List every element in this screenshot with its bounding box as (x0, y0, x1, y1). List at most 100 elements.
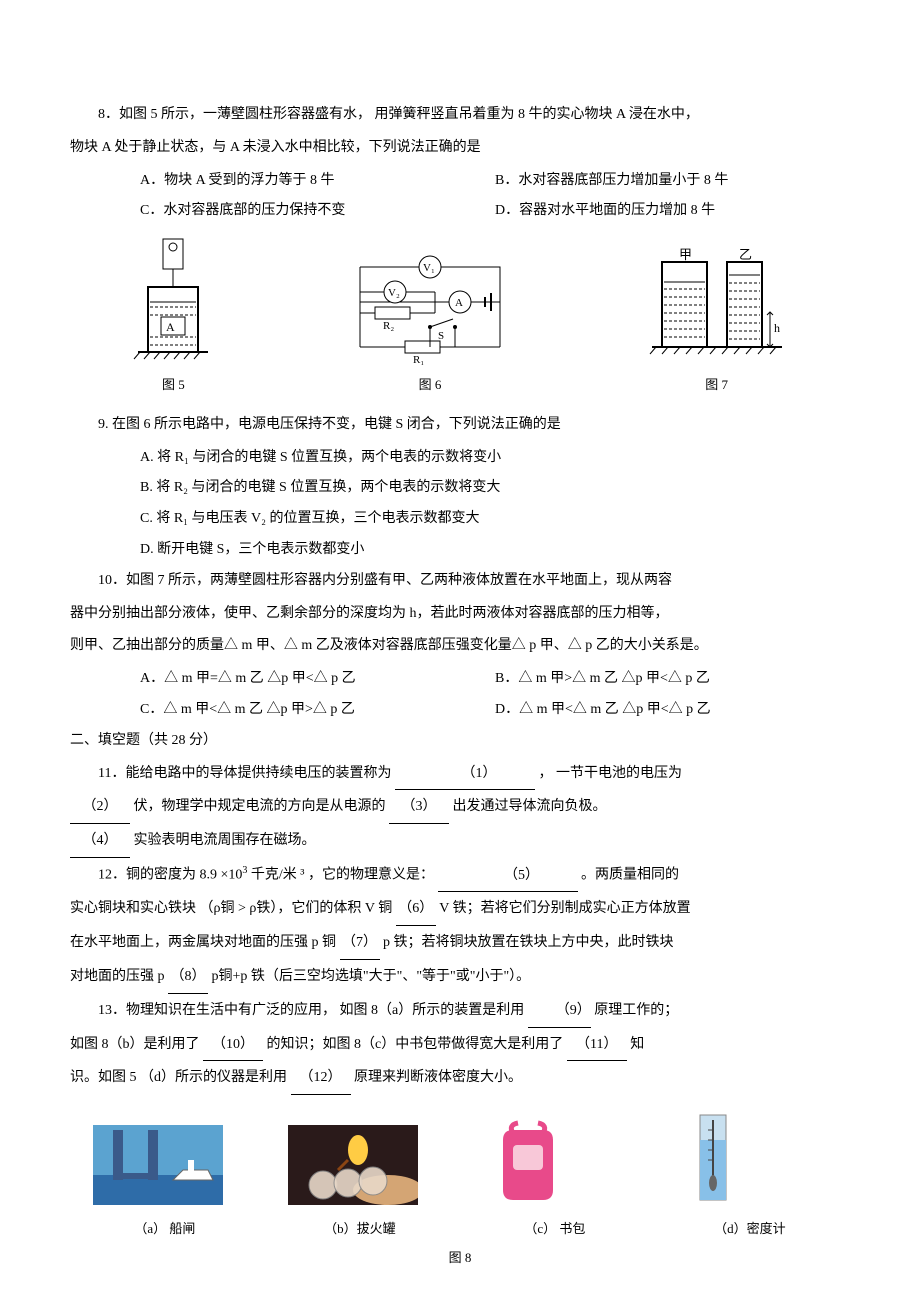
figure-8-row (70, 1105, 850, 1205)
figure-8c-label: （c） 书包 (524, 1215, 585, 1244)
blank-9[interactable]: （9） (528, 996, 591, 1028)
q9-opt-c: C. 将 R₁ 与电压表 V₂ 的位置互换，三个电表示数都变大 (70, 504, 850, 535)
q12-text-3b: p 铁；若将铜块放置在铁块上方中央，此时铁块 (383, 935, 674, 950)
blank-12[interactable]: （12） (291, 1063, 351, 1095)
q13-text-3b: 原理来判断液体密度大小。 (354, 1070, 522, 1085)
q8-options-row2: C．水对容器底部的压力保持不变 D．容器对水平地面的压力增加 8 牛 (70, 196, 850, 227)
q10-options-row2: C．△ m 甲<△ m 乙 △p 甲>△ p 乙 D．△ m 甲<△ m 乙 △… (70, 695, 850, 726)
figure-8-caption: 图 8 (70, 1244, 850, 1273)
q9-opt-d: D. 断开电键 S，三个电表示数都变小 (70, 535, 850, 566)
q12-line4: 对地面的压强 p （8） p铜+p 铁（后三空均选填"大于"、"等于"或"小于"… (70, 962, 850, 994)
figure-6: V₁ V₂ A R₂ R₁ S (335, 247, 525, 400)
q8-options-row1: A．物块 A 受到的浮力等于 8 牛 B．水对容器底部压力增加量小于 8 牛 (70, 166, 850, 197)
q9-opt-b: B. 将 R₂ 与闭合的电键 S 位置互换，两个电表的示数将变大 (70, 473, 850, 504)
svg-text:R₁: R₁ (413, 354, 424, 366)
svg-text:甲: 甲 (679, 247, 692, 262)
blank-6[interactable]: （6） (396, 894, 436, 926)
svg-text:h: h (774, 321, 780, 335)
q12-text-4a: 对地面的压强 p (70, 969, 168, 984)
q12-text-1a: 12．铜的密度为 8.9 ×10 (98, 868, 242, 883)
q10-opt-a: A．△ m 甲=△ m 乙 △p 甲<△ p 乙 (140, 664, 495, 695)
figure-8b-label: （b）拔火罐 (324, 1215, 396, 1244)
q8-opt-b: B．水对容器底部压力增加量小于 8 牛 (495, 166, 850, 197)
figure-7: 甲 乙 h (642, 247, 792, 400)
q13-text-3a: 识。如图 5 （d）所示的仪器是利用 (70, 1070, 291, 1085)
q11-text-2b: 出发通过导体流向负极。 (453, 799, 607, 814)
figure-8d (678, 1105, 828, 1205)
q13-line3: 识。如图 5 （d）所示的仪器是利用 （12） 原理来判断液体密度大小。 (70, 1063, 850, 1095)
q8-stem-line2: 物块 A 处于静止状态，与 A 未浸入水中相比较，下列说法正确的是 (70, 133, 850, 164)
figure-8a-label: （a） 船闸 (134, 1215, 195, 1244)
figure-8b (288, 1125, 438, 1205)
q10-stem-line3: 则甲、乙抽出部分的质量△ m 甲、△ m 乙及液体对容器底部压强变化量△ p 甲… (70, 631, 850, 662)
svg-text:V₁: V₁ (423, 262, 435, 274)
q11-text-1a: 11．能给电路中的导体提供持续电压的装置称为 (98, 766, 395, 781)
figure-7-caption: 图 7 (642, 371, 792, 400)
q11-line3: （4） 实验表明电流周围存在磁场。 (70, 826, 850, 858)
figure-8a (93, 1125, 243, 1205)
q13-text-2c: 知 (630, 1037, 644, 1052)
q13-text-1a: 13．物理知识在生活中有广泛的应用， 如图 8（a）所示的装置是利用 (98, 1003, 528, 1018)
q9-stem: 9. 在图 6 所示电路中，电源电压保持不变，电键 S 闭合，下列说法正确的是 (70, 410, 850, 441)
figure-8a-svg (93, 1125, 223, 1205)
q12-text-2b: V 铁；若将它们分别制成实心正方体放置 (439, 901, 690, 916)
q12-line2: 实心铜块和实心铁块 （ρ铜 > ρ铁），它们的体积 V 铜 （6） V 铁；若将… (70, 894, 850, 926)
q12-line3: 在水平地面上，两金属块对地面的压强 p 铜 （7） p 铁；若将铜块放置在铁块上… (70, 928, 850, 960)
svg-text:R₂: R₂ (383, 320, 394, 332)
q11-line1: 11．能给电路中的导体提供持续电压的装置称为 （1） ， 一节干电池的电压为 (70, 759, 850, 791)
q8-opt-a: A．物块 A 受到的浮力等于 8 牛 (140, 166, 495, 197)
q11-text-3: 实验表明电流周围存在磁场。 (134, 833, 316, 848)
q10-stem-line1: 10．如图 7 所示，两薄壁圆柱形容器内分别盛有甲、乙两种液体放置在水平地面上，… (70, 566, 850, 597)
q12-text-1c: 。两质量相同的 (581, 868, 679, 883)
q13-text-1b: 原理工作的； (594, 1003, 678, 1018)
q12-text-1b: 千克/米 ³ ，它的物理意义是： (247, 868, 437, 883)
q11-text-2a: 伏，物理学中规定电流的方向是从电源的 (134, 799, 390, 814)
blank-11[interactable]: （11） (567, 1030, 627, 1062)
q13-line1: 13．物理知识在生活中有广泛的应用， 如图 8（a）所示的装置是利用 （9） 原… (70, 996, 850, 1028)
figure-8d-svg (678, 1105, 748, 1205)
blank-5[interactable]: （5） (438, 861, 578, 893)
svg-text:V₂: V₂ (388, 287, 400, 299)
figure-5-caption: 图 5 (128, 371, 218, 400)
q10-opt-d: D．△ m 甲<△ m 乙 △p 甲<△ p 乙 (495, 695, 850, 726)
q11-line2: （2） 伏，物理学中规定电流的方向是从电源的 （3） 出发通过导体流向负极。 (70, 792, 850, 824)
q13-line2: 如图 8（b）是利用了 （10） 的知识；如图 8（c）中书包带做得宽大是利用了… (70, 1030, 850, 1062)
q12-text-3a: 在水平地面上，两金属块对地面的压强 p 铜 (70, 935, 340, 950)
q10-options-row1: A．△ m 甲=△ m 乙 △p 甲<△ p 乙 B．△ m 甲>△ m 乙 △… (70, 664, 850, 695)
q8-stem-line1: 8．如图 5 所示，一薄壁圆柱形容器盛有水， 用弹簧秤竖直吊着重为 8 牛的实心… (70, 100, 850, 131)
blank-10[interactable]: （10） (203, 1030, 263, 1062)
svg-text:A: A (455, 297, 463, 309)
blank-1[interactable]: （1） (395, 759, 535, 791)
blank-3[interactable]: （3） (389, 792, 449, 824)
q11-text-1b: ， 一节干电池的电压为 (538, 766, 682, 781)
figure-8d-label: （d）密度计 (714, 1215, 786, 1244)
figure-6-svg: V₁ V₂ A R₂ R₁ S (335, 247, 525, 367)
figure-8-labels: （a） 船闸 （b）拔火罐 （c） 书包 （d）密度计 (70, 1215, 850, 1244)
q8-opt-d: D．容器对水平地面的压力增加 8 牛 (495, 196, 850, 227)
svg-text:A: A (166, 320, 175, 334)
figure-5-svg: A (128, 237, 218, 367)
q10-opt-c: C．△ m 甲<△ m 乙 △p 甲>△ p 乙 (140, 695, 495, 726)
figure-5: A 图 5 (128, 237, 218, 400)
q13-text-2b: 的知识；如图 8（c）中书包带做得宽大是利用了 (267, 1037, 567, 1052)
blank-2[interactable]: （2） (70, 792, 130, 824)
blank-7[interactable]: （7） (340, 928, 380, 960)
blank-4[interactable]: （4） (70, 826, 130, 858)
svg-text:乙: 乙 (739, 247, 752, 262)
q10-opt-b: B．△ m 甲>△ m 乙 △p 甲<△ p 乙 (495, 664, 850, 695)
q13-text-2a: 如图 8（b）是利用了 (70, 1037, 203, 1052)
figure-8c-svg (483, 1115, 573, 1205)
figure-7-svg: 甲 乙 h (642, 247, 792, 367)
figures-5-6-7: A 图 5 V₁ V₂ A R₂ (70, 237, 850, 400)
q12-text-4b: p铜+p 铁（后三空均选填"大于"、"等于"或"小于"）。 (212, 969, 531, 984)
q10-stem-line2: 器中分别抽出部分液体，使甲、乙剩余部分的深度均为 h，若此时两液体对容器底部的压… (70, 599, 850, 630)
blank-8[interactable]: （8） (168, 962, 208, 994)
q9-opt-a: A. 将 R₁ 与闭合的电键 S 位置互换，两个电表的示数将变小 (70, 443, 850, 474)
q12-line1: 12．铜的密度为 8.9 ×103 千克/米 ³ ，它的物理意义是： （5） 。… (70, 860, 850, 892)
q12-text-2a: 实心铜块和实心铁块 （ρ铜 > ρ铁），它们的体积 V 铜 (70, 901, 396, 916)
figure-8c (483, 1115, 633, 1205)
q8-opt-c: C．水对容器底部的压力保持不变 (140, 196, 495, 227)
figure-8b-svg (288, 1125, 418, 1205)
svg-text:S: S (438, 330, 444, 342)
figure-6-caption: 图 6 (335, 371, 525, 400)
